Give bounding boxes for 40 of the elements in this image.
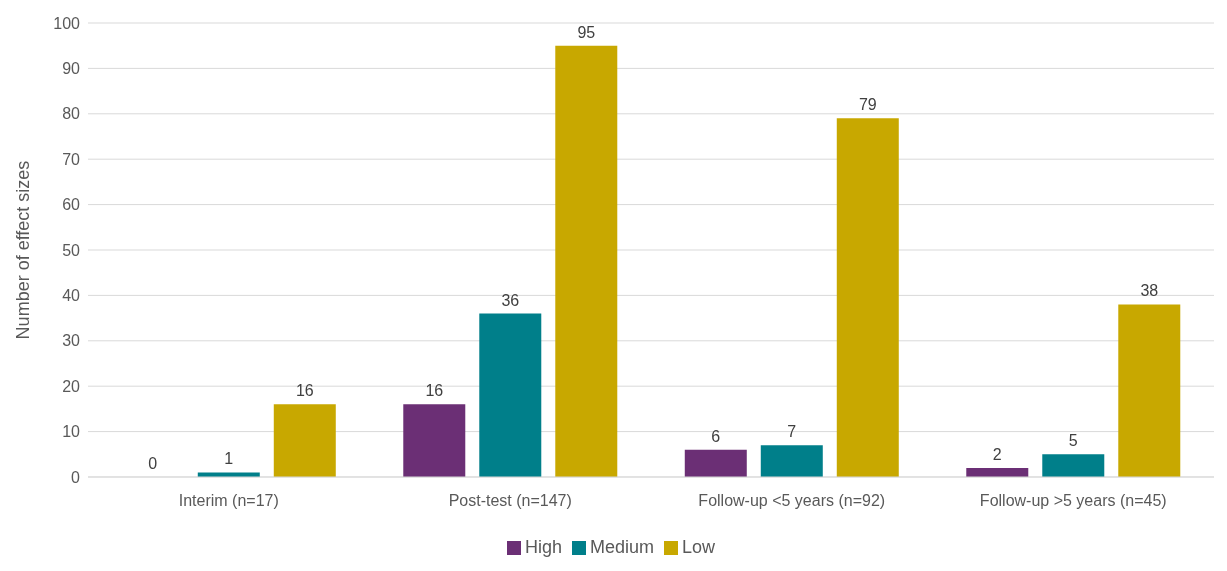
bar	[555, 45, 618, 477]
y-axis-title: Number of effect sizes	[13, 160, 34, 340]
bar	[273, 404, 336, 477]
data-label: 38	[1140, 282, 1159, 300]
x-tick-label: Follow-up >5 years (n=45)	[979, 492, 1167, 510]
y-tick-label: 10	[62, 423, 81, 441]
legend-label: Medium	[589, 537, 655, 557]
bar	[1042, 454, 1105, 477]
data-label: 6	[711, 427, 721, 445]
legend-label: High	[524, 537, 562, 557]
bar	[684, 449, 747, 477]
y-tick-label: 90	[62, 60, 81, 78]
data-label: 5	[1068, 432, 1078, 450]
bar	[479, 313, 542, 477]
data-label: 2	[992, 445, 1002, 463]
y-tick-label: 80	[62, 105, 81, 123]
y-tick-label: 20	[62, 377, 81, 395]
data-label: 1	[224, 450, 234, 468]
data-label: 16	[295, 382, 314, 400]
bar	[1118, 304, 1181, 477]
x-tick-label: Post-test (n=147)	[448, 492, 572, 510]
y-tick-label: 0	[71, 468, 81, 486]
bar	[403, 404, 466, 477]
x-tick-label: Follow-up <5 years (n=92)	[698, 492, 886, 510]
data-label: 7	[787, 423, 797, 441]
data-label: 0	[148, 454, 158, 472]
y-tick-label: 60	[62, 196, 81, 214]
data-label: 79	[858, 96, 877, 114]
y-tick-label: 50	[62, 241, 81, 259]
y-tick-label: 40	[62, 287, 81, 305]
data-label: 36	[501, 291, 520, 309]
x-tick-label: Interim (n=17)	[178, 492, 279, 510]
y-tick-label: 100	[53, 14, 81, 32]
y-tick-label: 30	[62, 332, 81, 350]
data-label: 16	[425, 382, 444, 400]
y-tick-label: 70	[62, 150, 81, 168]
data-label: 95	[577, 23, 596, 41]
bar	[760, 445, 823, 477]
legend-label: Low	[682, 537, 716, 557]
bar	[836, 118, 899, 477]
